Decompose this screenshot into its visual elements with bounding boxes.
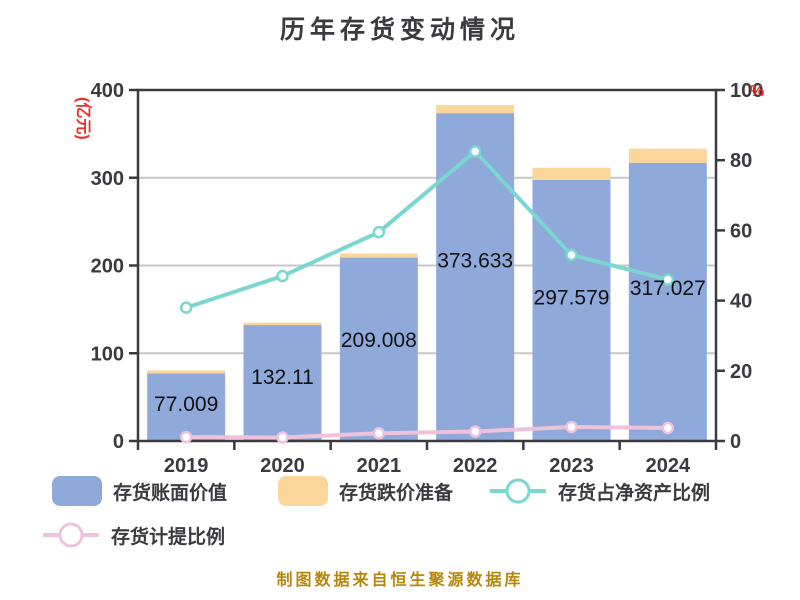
legend-swatch-book-value-icon (52, 476, 102, 506)
bar-book-value (532, 179, 611, 441)
right-tick-label: 0 (730, 431, 741, 453)
legend-row-1: 存货账面价值 存货跌价准备 存货占净资产比例 (52, 476, 710, 506)
provision-ratio-marker (468, 425, 482, 438)
x-tick-label: 2021 (357, 455, 402, 477)
legend-label-book-value: 存货账面价值 (113, 482, 228, 504)
provision-ratio-marker (276, 431, 289, 444)
right-tick-label: 100 (730, 80, 763, 102)
net-asset-ratio-marker (372, 225, 386, 239)
provision-ratio-marker (565, 420, 578, 434)
bar-provision-cap (628, 148, 707, 163)
left-tick-label: 100 (91, 343, 124, 365)
bar-provision-cap (532, 167, 611, 180)
net-asset-ratio-line (184, 149, 670, 310)
legend-item-provision: 存货跌价准备 (278, 476, 453, 506)
bar-data-label: 132.11 (251, 366, 314, 389)
provision-ratio-line (184, 424, 670, 440)
bar-data-label: 317.027 (630, 277, 706, 300)
right-tick-label: 20 (730, 361, 752, 383)
legend-row-2: 存货计提比例 (42, 520, 225, 550)
legend-item-net-asset-ratio: 存货占净资产比例 (489, 476, 710, 506)
right-tick-label: 80 (730, 150, 752, 172)
bar-provision-cap (243, 322, 322, 326)
net-asset-ratio-marker (468, 145, 482, 158)
legend-swatch-provision-icon (278, 476, 329, 506)
legend-item-provision-ratio: 存货计提比例 (42, 520, 225, 550)
bar-book-value (436, 113, 515, 442)
provision-ratio-marker (372, 427, 386, 440)
bar-book-value (628, 162, 707, 441)
right-tick-label: 60 (730, 220, 752, 242)
net-asset-ratio-marker (179, 301, 193, 314)
bar-data-label: 209.008 (341, 329, 417, 352)
bar-provision-cap (339, 253, 418, 258)
x-tick-label: 2019 (164, 455, 209, 477)
left-axis-unit-label: (亿元) (74, 97, 93, 140)
provision-ratio-marker (661, 421, 675, 435)
bar-provision-cap (436, 105, 515, 114)
provision-ratio-marker (179, 430, 193, 444)
bar-data-label: 373.633 (437, 250, 513, 273)
net-asset-ratio-marker (565, 248, 578, 262)
legend-label-provision: 存货跌价准备 (339, 482, 454, 504)
chart-title: 历年存货变动情况 (279, 16, 520, 44)
x-tick-label: 2023 (549, 455, 594, 477)
legend-label-provision-ratio: 存货计提比例 (111, 526, 226, 548)
x-tick-label: 2020 (260, 455, 305, 477)
net-asset-ratio-marker (276, 269, 289, 283)
left-tick-label: 200 (91, 256, 124, 278)
footer-note: 制图数据来自恒生聚源数据库 (276, 572, 524, 589)
legend-line-circle-icon (43, 522, 99, 548)
legend-item-book-value: 存货账面价值 (52, 476, 227, 506)
x-tick-label: 2024 (646, 455, 691, 477)
left-tick-label: 300 (91, 168, 124, 190)
left-tick-label: 400 (91, 80, 124, 102)
left-tick-label: 0 (113, 431, 124, 453)
bar-book-value (243, 325, 322, 441)
bar-data-label: 77.009 (154, 393, 218, 416)
legend-line-circle-icon (490, 478, 547, 504)
bar-book-value (147, 373, 226, 441)
x-tick-label: 2022 (453, 455, 498, 477)
right-axis-unit-label: % (750, 83, 764, 100)
right-tick-label: 40 (730, 291, 752, 313)
net-asset-ratio-marker (661, 273, 675, 286)
bar-data-label: 297.579 (534, 286, 610, 309)
bar-book-value (339, 257, 418, 441)
bar-provision-cap (147, 370, 226, 374)
legend-label-net-asset-ratio: 存货占净资产比例 (558, 482, 711, 504)
